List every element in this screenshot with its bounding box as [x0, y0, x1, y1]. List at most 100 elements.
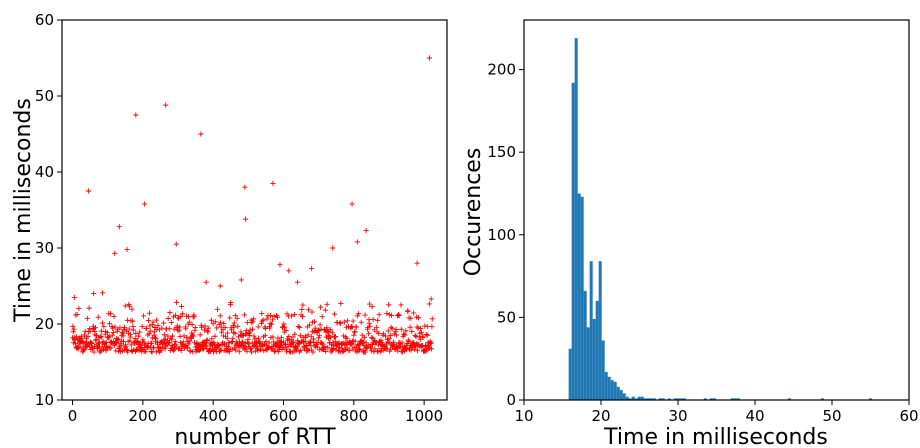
scatter-point	[161, 320, 167, 326]
histogram-x-tick-label: 60	[899, 407, 918, 425]
scatter-point	[374, 324, 380, 330]
scatter-point	[402, 332, 408, 338]
scatter-axes-frame	[61, 19, 448, 401]
scatter-point	[357, 346, 363, 353]
histogram-bar	[868, 398, 872, 400]
scatter-point	[414, 324, 420, 330]
scatter-y-tick-label: 20	[35, 315, 54, 333]
histogram-bar	[577, 193, 581, 400]
scatter-point	[310, 349, 316, 355]
scatter-point	[249, 326, 256, 332]
scatter-point	[129, 306, 135, 312]
scatter-point	[228, 299, 234, 306]
scatter-point	[120, 333, 126, 339]
scatter-point	[137, 329, 143, 335]
scatter-point	[123, 344, 129, 350]
scatter-point	[151, 329, 158, 335]
scatter-point	[146, 310, 153, 316]
scatter-point	[153, 317, 160, 323]
histogram-bar	[661, 398, 665, 400]
scatter-point	[378, 337, 384, 343]
scatter-point	[337, 320, 344, 326]
scatter-point	[166, 340, 173, 346]
scatter-point	[191, 314, 197, 320]
scatter-point	[181, 333, 187, 339]
scatter-point	[252, 336, 258, 342]
scatter-point	[115, 336, 121, 342]
scatter-point	[85, 333, 91, 339]
scatter-point	[281, 321, 287, 327]
histogram-bar	[631, 396, 635, 400]
histogram-bar	[613, 381, 617, 400]
scatter-point	[327, 327, 333, 333]
scatter-point	[384, 310, 390, 317]
scatter-point	[225, 330, 231, 336]
scatter-point	[235, 323, 241, 329]
scatter-plot: 0 200 400 600 800 1000 10 20 30 40 50 60 number of…	[11, 11, 448, 448]
scatter-point	[108, 345, 114, 351]
scatter-point	[429, 324, 435, 330]
scatter-point	[294, 279, 301, 285]
scatter-point	[306, 322, 313, 328]
scatter-point	[212, 319, 218, 325]
scatter-point	[214, 325, 220, 331]
scatter-point	[263, 338, 269, 345]
scatter-point	[153, 336, 159, 342]
scatter-point	[177, 333, 183, 340]
scatter-point	[169, 333, 176, 339]
histogram-x-axis-label: Time in milliseconds	[603, 425, 828, 448]
scatter-point	[239, 333, 245, 339]
scatter-point	[236, 349, 242, 355]
scatter-point	[337, 349, 343, 355]
scatter-point	[333, 347, 339, 353]
scatter-point	[165, 315, 171, 322]
scatter-point	[121, 324, 128, 331]
scatter-point	[367, 323, 373, 329]
scatter-point	[303, 333, 309, 339]
scatter-point	[316, 333, 322, 339]
scatter-point	[386, 336, 392, 342]
scatter-point	[348, 323, 354, 330]
histogram-bar	[736, 398, 740, 400]
scatter-point	[290, 339, 296, 345]
scatter-point	[405, 308, 411, 314]
scatter-point	[214, 306, 221, 312]
scatter-point	[126, 326, 132, 332]
scatter-x-tick-label: 200	[129, 407, 158, 425]
scatter-point	[370, 316, 376, 323]
scatter-point	[353, 324, 359, 330]
scatter-point	[268, 321, 275, 327]
histogram-bar	[649, 398, 653, 400]
scatter-point	[258, 320, 264, 327]
scatter-point	[142, 201, 148, 207]
scatter-point	[360, 339, 366, 345]
scatter-point	[272, 348, 278, 354]
scatter-x-tick-label: 800	[340, 407, 369, 425]
scatter-point	[415, 315, 422, 321]
scatter-point	[161, 332, 167, 338]
scatter-point	[368, 348, 375, 354]
scatter-point	[428, 296, 434, 302]
scatter-point	[241, 312, 248, 318]
histogram-bar	[634, 398, 638, 400]
scatter-point	[382, 333, 389, 339]
scatter-point	[178, 314, 184, 320]
scatter-point	[406, 338, 412, 345]
scatter-point	[200, 346, 206, 352]
histogram-x-tick-label: 20	[591, 407, 610, 425]
scatter-point	[418, 325, 424, 332]
histogram-bar	[637, 396, 641, 400]
scatter-point	[367, 301, 373, 307]
scatter-point	[409, 328, 415, 335]
scatter-point	[398, 326, 404, 332]
scatter-point	[126, 303, 133, 309]
scatter-point	[222, 325, 228, 331]
scatter-point	[250, 318, 256, 324]
scatter-point	[198, 131, 204, 137]
scatter-point	[167, 310, 173, 316]
scatter-point	[332, 339, 338, 345]
scatter-point	[270, 317, 276, 323]
scatter-point	[414, 348, 421, 354]
scatter-point	[257, 339, 263, 345]
scatter-point	[151, 345, 157, 351]
